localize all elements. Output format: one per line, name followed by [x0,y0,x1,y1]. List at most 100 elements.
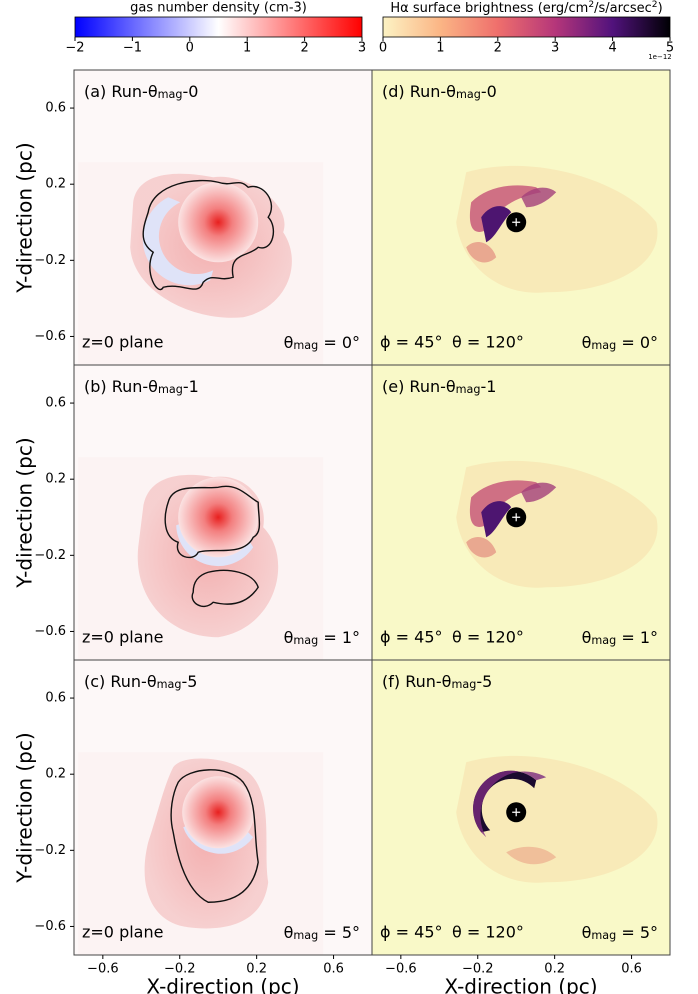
colorbar-label: Hα surface brightness (erg/cm2/s/arcsec2… [390,0,662,16]
panel-title-part: mag [157,678,182,691]
panel-title-part: -1 [481,377,497,396]
panel-title-part: -1 [183,377,199,396]
x-tick-label: 0.2 [544,962,565,977]
panel [372,660,670,955]
annotation: θ = 120° [452,333,524,352]
panel-title-part: (d) Run-θ [382,82,456,101]
y-tick-label: 0.2 [45,472,66,487]
panel-title-part: (e) Run-θ [382,377,456,396]
star-marker [512,218,521,227]
y-tick-label: −0.6 [34,624,66,639]
x-tick-label: 0.2 [246,962,267,977]
x-tick-label: 0.6 [323,962,344,977]
low-density [142,197,214,286]
annotation: z=0 plane [82,628,163,647]
map [74,660,372,955]
annotation-part: θ [582,923,592,942]
annotation: ϕ = 45° [380,333,443,352]
colorbar-tick-label: 3 [551,41,559,56]
emission [466,242,497,263]
annotation-part: mag [293,339,318,352]
colorbar-label-part: ) [658,1,663,16]
x-tick-label: −0.6 [385,962,417,977]
annotation-part: θ [284,333,294,352]
emission [481,206,512,243]
annotation: θ = 120° [452,923,524,942]
panel [74,365,372,660]
colorbar-tick-label: 4 [608,41,616,56]
emission [506,846,557,865]
annotation-part: mag [293,929,318,942]
panel-title: (a) Run-θmag-0 [84,82,198,102]
colorbar-tick-label: 1 [243,41,251,56]
annotation-part: θ [284,923,294,942]
density-contour [170,769,259,903]
annotation-part: = 0° [318,333,360,352]
panel-title-part: mag [456,383,481,396]
emission [521,482,557,503]
colorbar-tick-label: 2 [494,41,502,56]
panel-title: (c) Run-θmag-5 [84,672,197,692]
annotation: z=0 plane [82,923,163,942]
annotation-part: = 1° [616,628,658,647]
y-tick-label: 0.6 [45,101,66,116]
annotation-part: = 1° [318,628,360,647]
star-marker [512,808,521,817]
panel-title-part: mag [451,678,476,691]
annotation-part: = 0° [616,333,658,352]
panel-title-part: (c) Run-θ [84,672,157,691]
panel-title-part: -0 [481,82,497,101]
dense-core [178,477,259,558]
colorbar [74,16,363,38]
annotation-part: mag [591,634,616,647]
y-tick-label: −0.2 [34,843,66,858]
annotation: θmag = 0° [284,333,360,353]
y-tick-label: −0.6 [34,919,66,934]
panel-title: (d) Run-θmag-0 [382,82,497,102]
star-marker [512,513,521,522]
y-tick-label: −0.2 [34,253,66,268]
panel [74,660,372,955]
low-density [183,824,254,854]
colorbar-tick-label: −2 [65,41,84,56]
colorbar-tick-label: 1 [436,41,444,56]
diffuse-tail [456,755,658,883]
annotation: θmag = 5° [582,923,658,943]
colorbar-tick-label: 0 [379,41,387,56]
y-tick-label: 0.2 [45,177,66,192]
panel-title-part: (b) Run-θ [84,377,158,396]
annotation-part: θ [582,628,592,647]
colorbar-label-part: 2 [652,0,658,10]
y-tick-label: 0.2 [45,767,66,782]
annotation: z=0 plane [82,333,163,352]
panel-title-part: mag [158,383,183,396]
dense-core [178,182,259,263]
y-tick-label: −0.2 [34,548,66,563]
x-axis-label: X-direction (pc) [146,975,299,994]
panel-title-part: -5 [476,672,492,691]
map [74,365,372,660]
frame [371,659,671,956]
annotation-part: mag [591,339,616,352]
panel-title: (e) Run-θmag-1 [382,377,496,397]
colorbar-label-part: 2 [588,0,594,10]
annotation-part: θ [582,333,592,352]
colorbar-tick-label: 5 [666,41,674,56]
panel-title-part: mag [456,88,481,101]
annotation: θmag = 1° [582,628,658,648]
emission [521,187,557,208]
map [372,70,670,365]
panel-title: (f) Run-θmag-5 [382,672,492,692]
y-axis-label: Y-direction (pc) [13,437,37,588]
x-tick-label: −0.6 [87,962,119,977]
emission [466,537,497,558]
panel-title-part: -5 [181,672,197,691]
x-axis-label: X-direction (pc) [444,975,597,994]
colorbar-tick-label: 0 [186,41,194,56]
x-tick-label: −0.2 [462,962,494,977]
emission [481,501,512,538]
panel-title-part: -0 [182,82,198,101]
annotation-part: = 5° [616,923,658,942]
panel [372,70,670,365]
